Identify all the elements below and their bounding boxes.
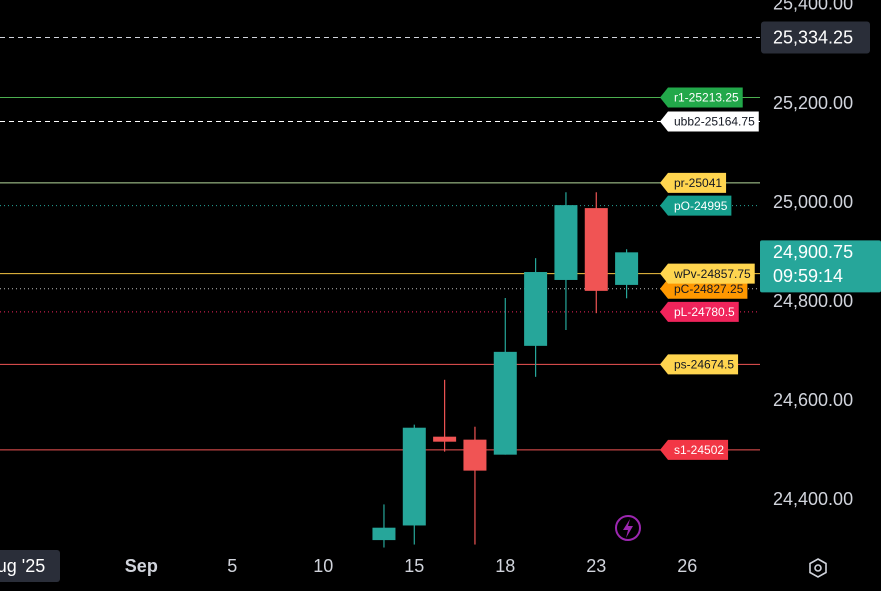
candle-body (463, 439, 487, 471)
time-label-box (0, 550, 60, 582)
level-tag-label: wPv-24857.75 (673, 267, 751, 281)
level-tag-label: r1-25213.25 (674, 91, 739, 105)
level-tag-label: s1-24502 (674, 443, 724, 457)
marker-label: 25,334.25 (773, 27, 853, 47)
level-tag-label: ubb2-25164.75 (674, 115, 755, 129)
x-tick-label: 26 (677, 556, 697, 576)
level-tag-label: pO-24995 (674, 199, 728, 213)
candle-body (402, 427, 426, 526)
level-tag-label: pC-24827.25 (674, 282, 744, 296)
level-tag: pO-24995 (660, 195, 732, 216)
candle-body (493, 351, 517, 455)
level-tag: pr-25041 (660, 172, 727, 193)
candle-body (524, 272, 548, 346)
level-tag-label: pL-24780.5 (674, 305, 735, 319)
level-tag: ubb2-25164.75 (660, 111, 759, 132)
level-tag-shape (660, 172, 727, 193)
plot-area (0, 37, 760, 548)
level-tag-shape (660, 301, 739, 322)
last-price-label: 24,900.75 (773, 242, 853, 262)
x-tick-label: Aug '25 (0, 556, 45, 576)
level-tag-shape (660, 87, 743, 108)
last-price-box (760, 240, 881, 293)
level-tag-shape (660, 111, 759, 132)
lightning-icon[interactable] (615, 515, 641, 541)
level-tag-shape (660, 263, 755, 284)
level-tag: wPv-24857.75 (660, 263, 755, 284)
y-tick-label: 24,400.00 (773, 489, 853, 509)
level-tag: pL-24780.5 (660, 301, 739, 322)
x-tick-label: 5 (227, 556, 237, 576)
x-tick-label: 10 (313, 556, 333, 576)
level-tag: ps-24674.5 (660, 354, 739, 375)
y-tick-label: 25,400.00 (773, 0, 853, 14)
settings-icon[interactable] (809, 558, 827, 578)
x-tick-label: 15 (404, 556, 424, 576)
level-tag-shape (660, 195, 732, 216)
candle-body (433, 436, 457, 442)
x-tick-label: 23 (586, 556, 606, 576)
candle-body (615, 252, 639, 285)
y-tick-label: 25,000.00 (773, 192, 853, 212)
y-tick-label: 25,200.00 (773, 93, 853, 113)
candle-body (584, 208, 608, 291)
level-tag: r1-25213.25 (660, 87, 743, 108)
level-tag: pC-24827.25 (660, 278, 748, 299)
level-tags: r1-25213.25 ubb2-25164.75 pO-24995 pr-25041… (660, 87, 759, 460)
level-tag-shape (660, 278, 748, 299)
y-tick-label: 24,600.00 (773, 390, 853, 410)
marker-label-box (761, 21, 870, 54)
level-tag-shape (660, 439, 729, 460)
countdown: 09:59:14 (773, 266, 843, 286)
level-tag-shape (660, 354, 739, 375)
level-tag: s1-24502 (660, 439, 729, 460)
y-tick-label: 24,800.00 (773, 291, 853, 311)
price-axis: 25,400.00 25,200.00 25,000.00 24,800.00 24,6… (760, 0, 881, 509)
candle-body (554, 205, 578, 280)
level-tag-label: pr-25041 (674, 176, 722, 190)
time-axis: Aug '25 Sep 5 10 15 18 23 26 (0, 550, 697, 582)
candle-body (372, 527, 396, 541)
level-tag-label: ps-24674.5 (674, 358, 734, 372)
x-tick-label: Sep (125, 556, 158, 576)
x-tick-label: 18 (495, 556, 515, 576)
